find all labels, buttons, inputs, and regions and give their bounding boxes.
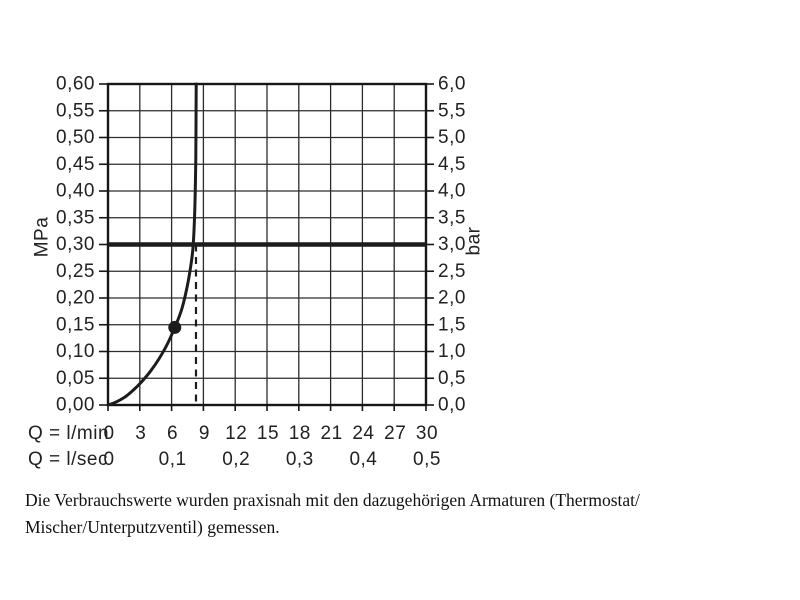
y-left-axis-unit-label: MPa — [32, 217, 53, 258]
x-lmin-tick-label: 12 — [225, 423, 247, 444]
x-lsec-tick-label: 0,4 — [349, 449, 377, 470]
y-left-tick-label: 0,05 — [56, 368, 95, 389]
y-left-tick-label: 0,60 — [56, 74, 95, 95]
x-lsec-tick-label: 0,1 — [159, 449, 187, 470]
x-axis-lmin-label: Q = l/min — [28, 423, 109, 444]
y-left-tick-label: 0,25 — [56, 261, 95, 282]
y-left-tick-label: 0,30 — [56, 234, 95, 255]
y-right-tick-label: 4,5 — [438, 154, 466, 175]
x-lmin-tick-label: 9 — [199, 423, 210, 444]
x-axis-lsec-label: Q = l/sec — [28, 449, 108, 470]
x-lmin-tick-label: 18 — [289, 423, 311, 444]
y-right-tick-label: 6,0 — [438, 74, 466, 95]
y-right-tick-label: 0,0 — [438, 395, 466, 416]
x-lmin-tick-label: 0 — [103, 423, 114, 444]
y-right-tick-label: 2,5 — [438, 261, 466, 282]
x-lsec-tick-label: 0,2 — [222, 449, 250, 470]
x-lmin-tick-label: 15 — [257, 423, 279, 444]
flow-curve — [106, 82, 198, 407]
x-lsec-tick-label: 0,3 — [286, 449, 314, 470]
y-right-tick-label: 1,0 — [438, 341, 466, 362]
y-right-tick-label: 0,5 — [438, 368, 466, 389]
y-left-tick-label: 0,50 — [56, 127, 95, 148]
measurement-note-line1: Die Verbrauchswerte wurden praxisnah mit… — [25, 490, 640, 510]
measurement-note: Die Verbrauchswerte wurden praxisnah mit… — [25, 487, 765, 541]
flow-pressure-chart: 0,00 0,05 0,10 0,15 0,20 0,25 0,30 0,35 0,40 0,45… — [28, 74, 485, 471]
x-lmin-tick-label: 30 — [416, 423, 438, 444]
y-left-tick-label: 0,45 — [56, 154, 95, 175]
y-left-tick-label: 0,20 — [56, 288, 95, 309]
y-left-tick-label: 0,10 — [56, 341, 95, 362]
y-left-tick-label: 0,40 — [56, 181, 95, 202]
y-right-tick-label: 1,5 — [438, 314, 466, 335]
y-right-axis-unit-label: bar — [464, 226, 485, 255]
measurement-note-line2: Mischer/Unterputzventil) gemessen. — [25, 517, 280, 537]
x-lmin-tick-label: 3 — [135, 423, 146, 444]
y-left-tick-label: 0,55 — [56, 100, 95, 121]
x-lmin-tick-label: 27 — [384, 423, 406, 444]
operating-point-marker — [168, 320, 182, 334]
y-right-tick-label: 5,5 — [438, 100, 466, 121]
y-left-tick-label: 0,15 — [56, 314, 95, 335]
y-right-tick-label: 4,0 — [438, 181, 466, 202]
y-right-tick-label: 5,0 — [438, 127, 466, 148]
x-lsec-tick-label: 0 — [103, 449, 114, 470]
flow-pressure-chart-svg: 0,000,050,100,150,200,250,300,350,400,45… — [28, 74, 485, 471]
x-lsec-tick-label: 0,5 — [413, 449, 441, 470]
y-right-tick-label: 3,0 — [438, 234, 466, 255]
x-lmin-tick-label: 24 — [352, 423, 374, 444]
x-lmin-tick-label: 21 — [321, 423, 343, 444]
y-left-tick-label: 0,00 — [56, 395, 95, 416]
y-left-tick-label: 0,35 — [56, 207, 95, 228]
y-right-tick-label: 2,0 — [438, 288, 466, 309]
x-lmin-tick-label: 6 — [167, 423, 178, 444]
y-right-tick-label: 3,5 — [438, 207, 466, 228]
